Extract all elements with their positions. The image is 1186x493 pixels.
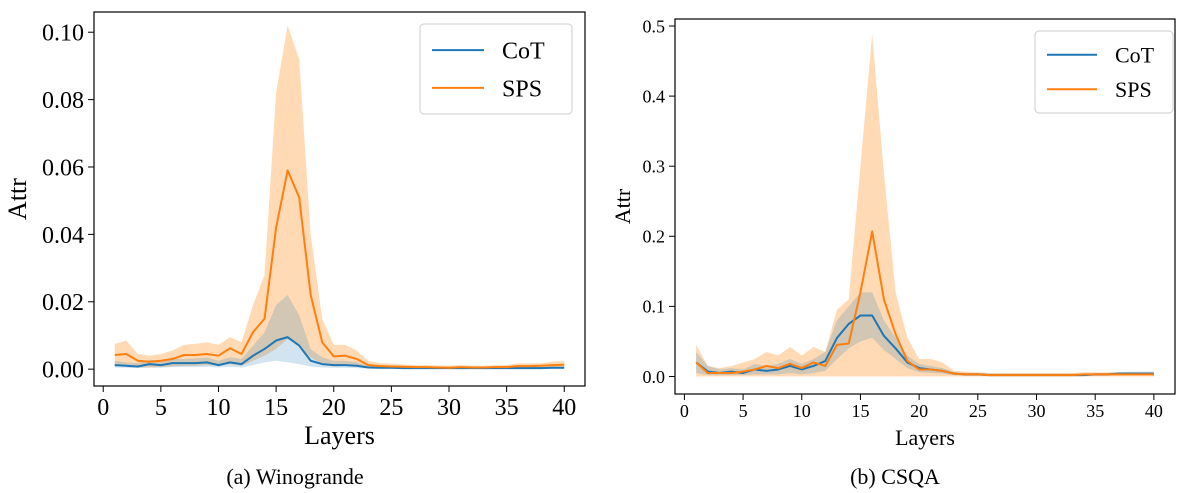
y-tick-label: 0.5 xyxy=(643,16,666,36)
chart-panel-winogrande: 0 5 10 15 20 25 30 35 40 0.00 0.02 0.04 0.06 0.08 0.10… xyxy=(3,11,586,489)
y-tick-label: 0.3 xyxy=(643,156,666,176)
panel-caption: (b) CSQA xyxy=(850,464,940,489)
y-tick-label: 0.02 xyxy=(42,290,84,316)
cot-legend-label: CoT xyxy=(502,39,545,65)
y-tick-label: 0.04 xyxy=(42,223,84,249)
y-axis-title: Attr xyxy=(3,178,32,220)
x-tick-label: 25 xyxy=(379,395,403,421)
axes-frame xyxy=(93,11,586,387)
legend-box xyxy=(419,23,573,115)
axes-frame xyxy=(674,18,1176,395)
sps-series-line xyxy=(695,230,1154,377)
x-tick-label: 40 xyxy=(1145,401,1163,421)
y-tick-label: 0.0 xyxy=(643,367,666,387)
y-tick-label: 0.1 xyxy=(643,297,666,317)
sps-series-line xyxy=(114,169,565,369)
legend-box xyxy=(1034,30,1174,114)
y-axis-title: Attr xyxy=(610,188,635,224)
x-tick-label: 10 xyxy=(206,395,230,421)
legend: CoT SPS xyxy=(419,23,573,115)
x-tick-label: 10 xyxy=(793,401,811,421)
x-axis-title: Layers xyxy=(895,425,955,450)
chart-panel-csqa: 0 5 10 15 20 25 30 35 40 0.0 0.1 0.2 0.3 0.4 0.5 Layers… xyxy=(610,16,1176,489)
x-tick-label: 35 xyxy=(1086,401,1104,421)
y-tick-label: 0.06 xyxy=(42,155,84,181)
x-tick-label: 20 xyxy=(910,401,928,421)
x-tick-label: 15 xyxy=(264,395,288,421)
y-tick-label: 0.08 xyxy=(42,88,84,114)
x-tick-label: 15 xyxy=(851,401,869,421)
x-tick-label: 40 xyxy=(552,395,576,421)
y-tick-label: 0.00 xyxy=(42,358,84,384)
x-tick-label: 35 xyxy=(495,395,519,421)
sps-legend-label: SPS xyxy=(502,76,542,102)
y-tick-label: 0.10 xyxy=(42,21,84,47)
x-tick-label: 20 xyxy=(322,395,346,421)
x-tick-label: 5 xyxy=(739,401,748,421)
x-tick-label: 25 xyxy=(969,401,987,421)
plot-area xyxy=(114,25,565,370)
x-tick-label: 0 xyxy=(97,395,109,421)
x-axis-title: Layers xyxy=(304,421,375,450)
x-tick-label: 30 xyxy=(437,395,461,421)
cot-legend-label: CoT xyxy=(1115,42,1155,67)
x-tick-label: 5 xyxy=(155,395,167,421)
sps-legend-label: SPS xyxy=(1115,77,1152,102)
y-tick-label: 0.2 xyxy=(643,227,666,247)
panel-caption: (a) Winogrande xyxy=(226,464,363,489)
plot-area xyxy=(695,34,1154,377)
x-tick-label: 30 xyxy=(1028,401,1046,421)
x-tick-label: 0 xyxy=(680,401,689,421)
legend: CoT SPS xyxy=(1034,30,1174,114)
y-tick-label: 0.4 xyxy=(643,86,666,106)
